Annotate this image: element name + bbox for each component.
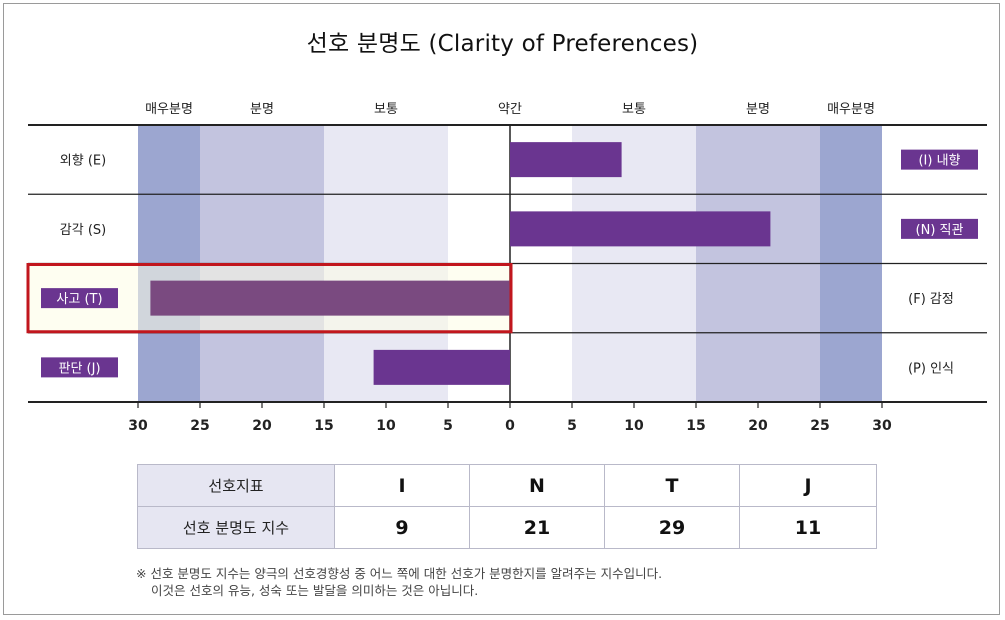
table-row: 선호 분명도 지수 9 21 29 11 [137,506,877,549]
chart-title: 선호 분명도 (Clarity of Preferences) [306,31,699,57]
table-value-cell: 21 [469,506,605,549]
preference-bar [510,142,622,178]
zone-label: 분명 [746,102,770,117]
preference-bar [373,349,510,385]
left-pole-label: 감각 (S) [60,223,106,238]
tick-label: 5 [567,418,577,434]
footnote-line: ※ 선호 분명도 지수는 양극의 선호경향성 중 어느 쪽에 대한 선호가 분명… [136,566,663,581]
tick-label: 0 [505,418,515,434]
table-header-cell: 선호 분명도 지수 [137,506,335,549]
table-letter-cell: J [739,464,877,507]
clarity-index-table: 선호지표 I N T J 선호 분명도 지수 9 21 29 11 [137,464,877,549]
tick-label: 25 [810,418,829,434]
left-pole-label: 사고 (T) [56,292,102,307]
tick-label: 25 [190,418,209,434]
right-pole-label: (N) 직관 [916,223,964,238]
table-row: 선호지표 I N T J [137,464,877,507]
tick-label: 30 [872,418,892,434]
tick-label: 15 [686,418,705,434]
table-letter-cell: I [334,464,470,507]
right-pole-label: (P) 인식 [908,361,954,376]
left-pole-label: 판단 (J) [58,361,100,376]
footnote: ※ 선호 분명도 지수는 양극의 선호경향성 중 어느 쪽에 대한 선호가 분명… [136,565,662,599]
left-label-box [41,288,118,309]
right-pole-label: (F) 감정 [908,292,954,307]
tick-label: 15 [314,418,333,434]
zone-label: 보통 [374,102,398,117]
preference-bar [510,211,771,247]
zone-label: 보통 [622,102,646,117]
highlight-border [26,263,513,334]
right-label-box [901,149,978,170]
report-frame [3,3,1000,615]
right-pole-label: (I) 내향 [918,154,960,169]
table-letter-cell: T [604,464,740,507]
tick-label: 20 [748,418,768,434]
tick-label: 5 [443,418,453,434]
tick-label: 30 [128,418,148,434]
zone-label: 분명 [250,102,274,117]
tick-label: 10 [376,418,396,434]
tick-label: 20 [252,418,272,434]
table-value-cell: 9 [334,506,470,549]
zone-label: 매우분명 [827,102,875,117]
left-label-box [41,357,118,378]
table-value-cell: 29 [604,506,740,549]
left-pole-label: 외향 (E) [60,154,106,169]
table-letter-cell: N [469,464,605,507]
right-label-box [901,218,978,239]
preference-bar [150,280,510,316]
zone-label: 약간 [498,102,522,117]
clarity-chart: 매우분명 분명 보통 약간 보통 분명 매우분명 30 25 20 15 10 5 0 5 10 15 20 25 3… [26,102,987,434]
table-value-cell: 11 [739,506,877,549]
footnote-line: 이것은 선호의 유능, 성숙 또는 발달을 의미하는 것은 아닙니다. [151,583,479,598]
zone-label: 매우분명 [145,102,193,117]
tick-label: 10 [624,418,644,434]
table-header-cell: 선호지표 [137,464,335,507]
